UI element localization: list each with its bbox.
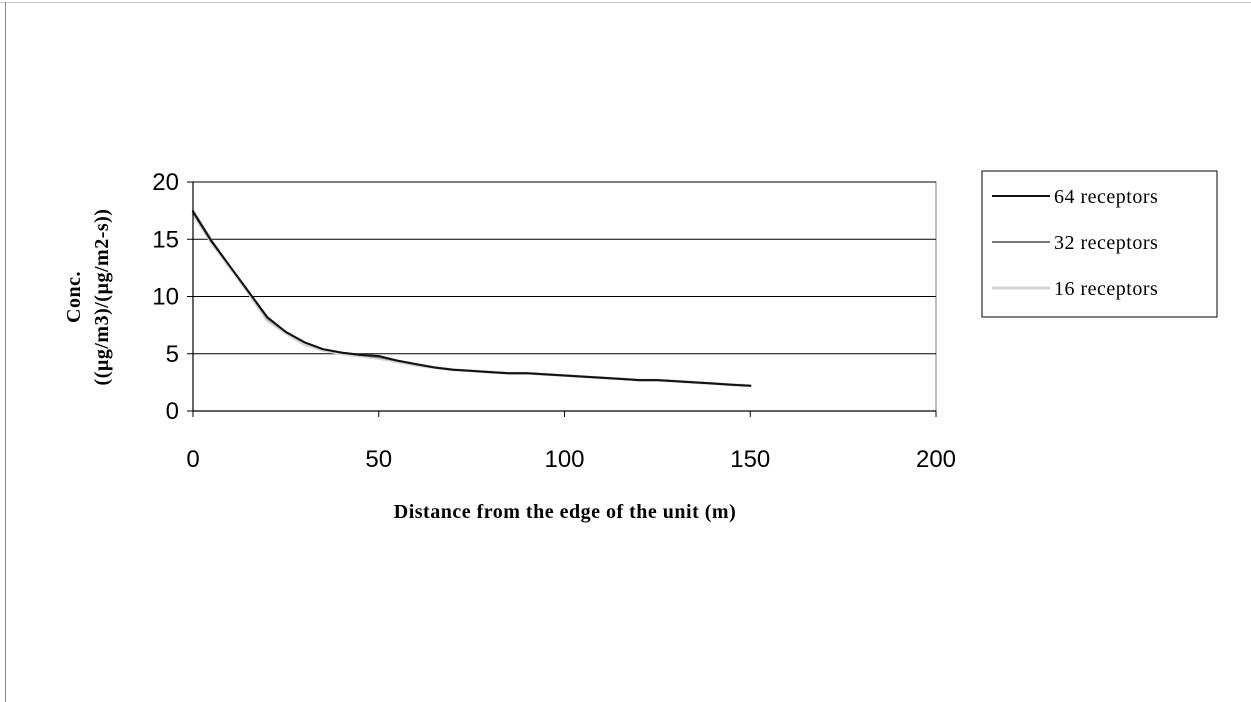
plot-area: 0 50 100 150 200 0 5 10 15 20: [152, 169, 956, 473]
x-tick-label: 50: [365, 446, 392, 473]
x-axis-title: Distance from the edge of the unit (m): [394, 501, 736, 523]
y-tick-label: 15: [152, 226, 179, 253]
y-tick-label: 10: [152, 284, 179, 311]
series-line-16-receptors: [191, 212, 752, 388]
x-axis-ticks: 0 50 100 150 200: [186, 411, 956, 473]
y-axis-title-line1: Conc.: [63, 271, 85, 323]
y-axis-ticks: 0 5 10 15 20: [152, 169, 193, 425]
page-top-border: [0, 2, 1251, 3]
legend-label: 64 receptors: [1054, 186, 1158, 208]
y-tick-label: 5: [166, 341, 179, 368]
x-tick-label: 100: [544, 446, 584, 473]
y-axis-title: Conc. ((µg/m3)/(µg/m2-s)): [63, 209, 113, 386]
x-tick-label: 0: [186, 446, 199, 473]
legend-label: 32 receptors: [1054, 232, 1158, 254]
legend: 64 receptors 32 receptors 16 receptors: [981, 170, 1218, 318]
y-tick-label: 20: [152, 169, 179, 196]
legend-items: 64 receptors 32 receptors 16 receptors: [992, 186, 1158, 300]
page-left-border: [5, 2, 6, 702]
y-axis-title-line2: ((µg/m3)/(µg/m2-s)): [91, 209, 113, 386]
gridlines: [193, 181, 936, 355]
x-tick-label: 150: [730, 446, 770, 473]
y-tick-label: 0: [166, 398, 179, 425]
x-tick-label: 200: [916, 446, 956, 473]
series-line-64-receptors: [192, 210, 752, 387]
legend-label: 16 receptors: [1054, 278, 1158, 300]
series-line-32-receptors: [192, 209, 752, 387]
series-lines: [191, 209, 752, 388]
